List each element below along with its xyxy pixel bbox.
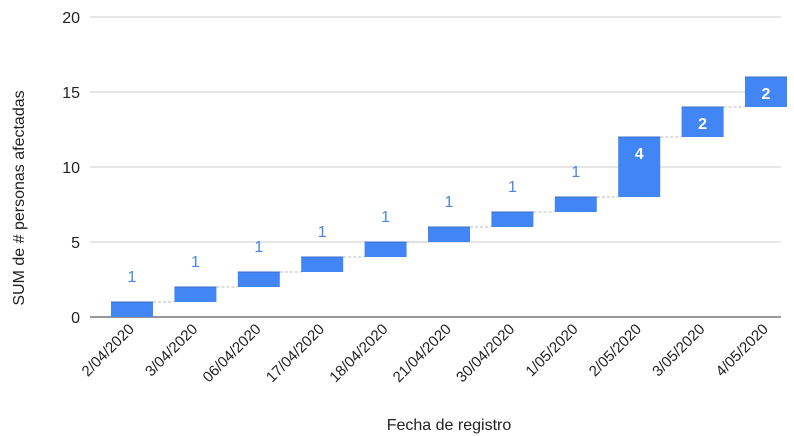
bar (745, 77, 787, 107)
x-tick-label: 2/05/2020 (586, 321, 645, 380)
x-tick-label: 2/04/2020 (79, 321, 138, 380)
x-tick-label: 30/04/2020 (453, 321, 518, 386)
gridlines (90, 16, 781, 318)
data-label: 1 (571, 164, 580, 181)
x-tick-label: 1/05/2020 (522, 321, 581, 380)
x-tick-label: 3/05/2020 (649, 321, 708, 380)
bar (364, 242, 407, 257)
y-tick-label: 5 (71, 235, 80, 252)
bar (618, 137, 661, 197)
x-axis-title: Fecha de registro (387, 417, 512, 434)
x-tick-labels: 2/04/2020 3/04/202006/04/202017/04/202018… (79, 321, 772, 386)
bar (554, 197, 597, 212)
data-label: 1 (128, 269, 137, 286)
y-tick-labels: 0 5 10 15 20 (62, 10, 80, 327)
data-label: 1 (318, 224, 327, 241)
y-axis-title: SUM de # personas afectadas (11, 90, 28, 305)
y-tick-label: 20 (62, 10, 80, 27)
data-label: 2 (698, 116, 707, 133)
bar (237, 272, 280, 287)
x-tick-label: 4/05/2020 (713, 321, 772, 380)
data-label: 1 (445, 194, 454, 211)
data-labels: 1 1 1 1 1 1 1 1 4 2 2 (128, 86, 771, 286)
x-tick-label: 17/04/2020 (263, 321, 328, 386)
data-label: 4 (635, 146, 644, 163)
bar (174, 287, 217, 302)
bar (491, 212, 534, 227)
x-tick-label: 21/04/2020 (390, 321, 455, 386)
bar (301, 257, 344, 272)
y-tick-label: 0 (71, 310, 80, 327)
y-tick-label: 15 (62, 85, 80, 102)
y-tick-label: 10 (62, 160, 80, 177)
bars (111, 76, 787, 317)
x-tick-label: 3/04/2020 (142, 321, 201, 380)
x-tick-label: 18/04/2020 (326, 321, 391, 386)
bar (681, 107, 724, 137)
connector-lines (153, 106, 745, 303)
data-label: 1 (254, 239, 263, 256)
data-label: 1 (508, 179, 517, 196)
bar (111, 302, 153, 317)
data-label: 1 (191, 254, 200, 271)
bar (428, 227, 470, 242)
data-label: 1 (381, 209, 390, 226)
data-label: 2 (762, 86, 771, 103)
x-tick-label: 06/04/2020 (200, 321, 265, 386)
